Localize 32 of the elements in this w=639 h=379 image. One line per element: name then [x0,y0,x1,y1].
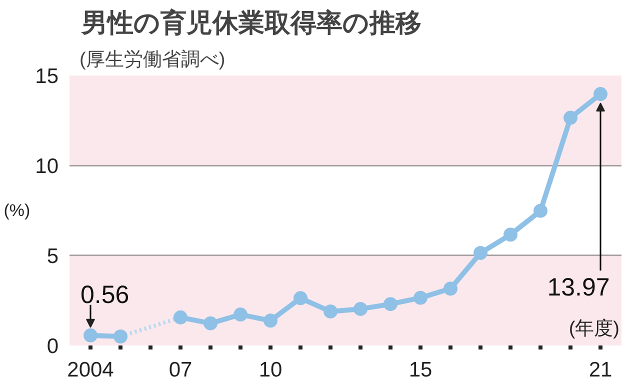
y-axis-title: (%) [4,201,30,220]
x-tick-label: 07 [168,358,192,379]
point [264,314,278,328]
x-tick-label: 10 [258,358,282,379]
y-tick-label: 10 [35,155,58,178]
y-tick-label: 0 [46,335,59,358]
point [474,246,488,260]
x-axis-title: (年度) [568,318,620,340]
annotation: 0.56 [80,281,130,310]
point [594,87,608,102]
chart-title: 男性の育児休業取得率の推移 [80,8,422,38]
y-tick-label: 15 [35,65,58,88]
point [534,204,548,218]
x-tick-label: 21 [588,358,612,379]
point [414,290,428,305]
annotation: 13.97 [547,274,610,302]
point [294,291,308,306]
point [324,304,338,318]
point [204,316,218,330]
point [114,330,128,344]
point [564,110,578,125]
point [354,302,368,316]
y-tick-label: 5 [46,245,59,268]
point [234,308,248,322]
chart-subtitle: (厚生労働省調べ) [80,50,226,70]
point [174,310,188,324]
point [504,228,518,242]
point [444,282,458,296]
point [84,328,98,342]
x-tick-label: 2004 [67,358,114,379]
x-tick-label: 15 [408,358,432,379]
point [384,297,398,312]
